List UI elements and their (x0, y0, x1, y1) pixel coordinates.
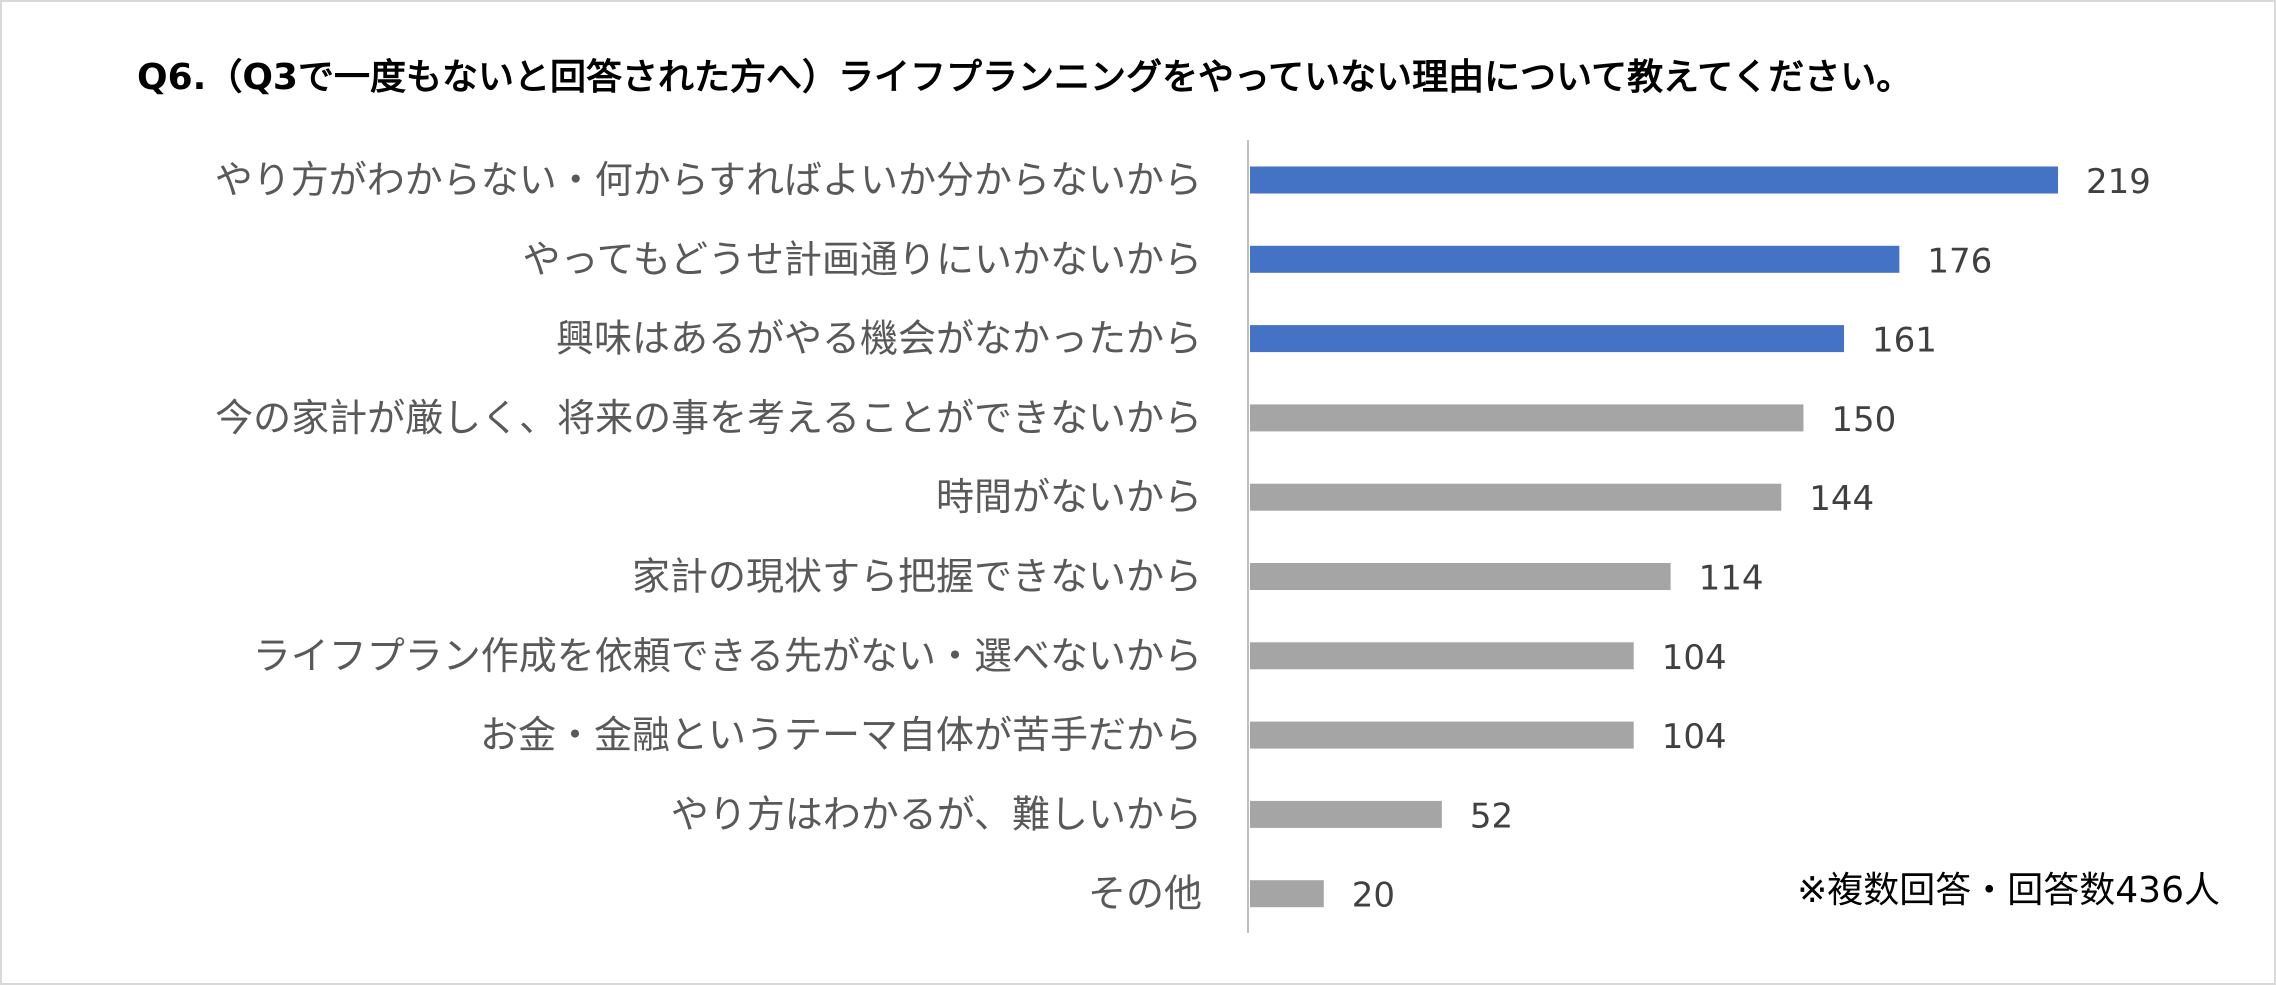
bars-group (1250, 166, 2058, 908)
bar-4 (1250, 404, 1804, 432)
value-label-1: 219 (2086, 162, 2151, 202)
bar-9 (1250, 800, 1442, 828)
category-labels-group: やり方がわからない・何からすればよいか分からないからやってもどうせ計画通りにいか… (215, 158, 1202, 916)
category-label-9: やり方はわかるが、難しいから (671, 792, 1202, 836)
value-label-8: 104 (1662, 717, 1727, 757)
bar-7 (1250, 642, 1634, 670)
response-note: ※複数回答・回答数436人 (1797, 870, 2220, 911)
bar-2 (1250, 245, 1900, 273)
value-label-6: 114 (1699, 559, 1764, 599)
category-label-3: 興味はあるがやる機会がなかったから (556, 317, 1202, 361)
value-label-9: 52 (1470, 796, 1513, 836)
category-label-5: 時間がないから (936, 475, 1202, 519)
value-label-2: 176 (1927, 241, 1992, 281)
bar-10 (1250, 880, 1324, 908)
category-label-10: その他 (1088, 872, 1202, 916)
category-label-8: お金・金融というテーマ自体が苦手だから (480, 713, 1202, 757)
category-label-2: やってもどうせ計画通りにいかないから (523, 237, 1202, 281)
value-labels-group: 219 176 161 150 144 114 104 104 52 20 (1352, 162, 2151, 916)
value-label-4: 150 (1831, 400, 1896, 440)
bar-5 (1250, 483, 1782, 511)
category-label-4: 今の家計が厳しく、将来の事を考えることができないから (215, 396, 1202, 440)
value-label-7: 104 (1662, 638, 1727, 678)
category-label-6: 家計の現状すら把握できないから (632, 555, 1202, 599)
value-label-3: 161 (1872, 321, 1937, 361)
bar-1 (1250, 166, 2058, 194)
value-label-10: 20 (1352, 876, 1395, 916)
value-label-5: 144 (1809, 479, 1874, 519)
bar-8 (1250, 721, 1634, 749)
category-label-1: やり方がわからない・何からすればよいか分からないから (215, 158, 1202, 202)
bar-6 (1250, 563, 1671, 590)
chart-title: Q6.（Q3で一度もないと回答された方へ）ライフプランニングをやっていない理由に… (137, 57, 1913, 98)
category-label-7: ライフプラン作成を依頼できる先がない・選べないから (253, 634, 1202, 678)
bar-3 (1250, 325, 1845, 353)
